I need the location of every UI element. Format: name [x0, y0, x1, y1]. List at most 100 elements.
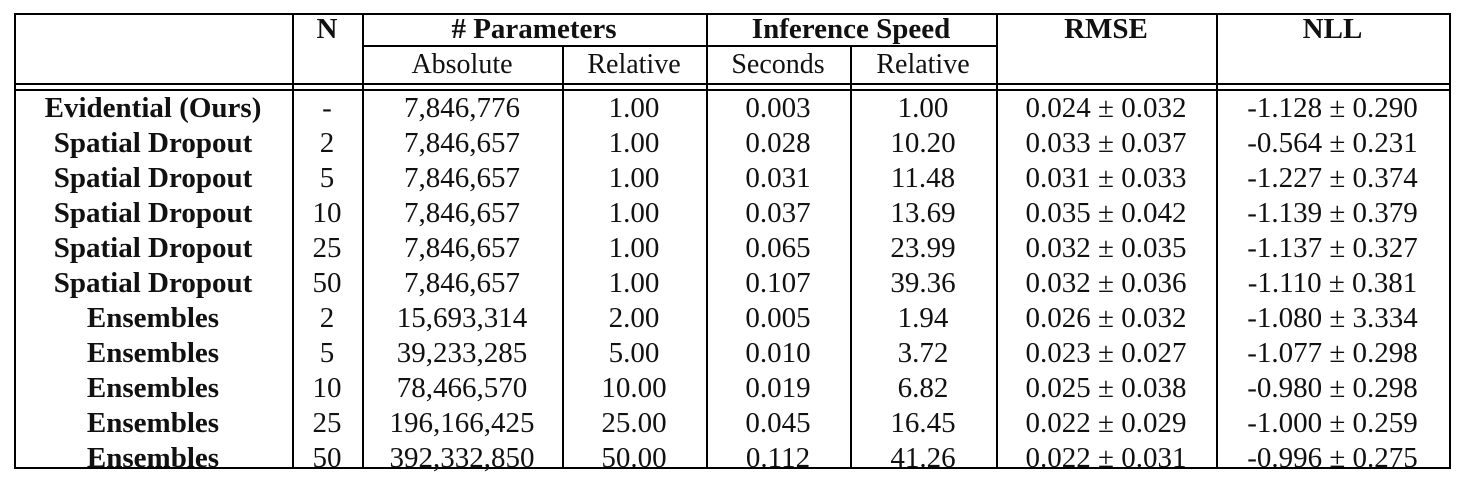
cell-speed-relative: 10.20	[890, 127, 956, 159]
cell-n: 25	[312, 407, 342, 439]
header-rmse: RMSE	[1064, 12, 1148, 45]
cell-seconds: 0.107	[745, 267, 811, 299]
cell-speed-relative: 11.48	[890, 162, 956, 194]
cell-method: Ensembles	[86, 407, 220, 439]
cell-speed-relative: 13.69	[890, 197, 956, 229]
cell-params-relative: 1.00	[608, 162, 660, 194]
cell-seconds: 0.065	[745, 232, 811, 264]
cell-method: Spatial Dropout	[53, 197, 253, 229]
cell-method: Ensembles	[86, 372, 220, 404]
subheader-relative-speed: Relative	[876, 48, 970, 80]
cell-nll: -0.996 ± 0.275	[1247, 442, 1418, 474]
cell-params-absolute: 15,693,314	[396, 302, 528, 334]
subheader-seconds: Seconds	[731, 48, 825, 80]
cell-params-absolute: 196,166,425	[389, 407, 535, 439]
cell-params-absolute: 78,466,570	[396, 372, 528, 404]
subheader-absolute: Absolute	[411, 48, 513, 80]
cell-method: Spatial Dropout	[53, 162, 253, 194]
cell-params-relative: 1.00	[608, 127, 660, 159]
cell-rmse: 0.025 ± 0.038	[1025, 372, 1187, 404]
rule-top	[14, 13, 1451, 15]
cell-speed-relative: 16.45	[890, 407, 956, 439]
cell-rmse: 0.023 ± 0.027	[1025, 337, 1187, 369]
rule-v-6	[996, 13, 998, 469]
cell-params-relative: 1.00	[608, 197, 660, 229]
cell-speed-relative: 6.82	[897, 372, 949, 404]
cell-params-absolute: 392,332,850	[389, 442, 535, 474]
header-inference-speed: Inference Speed	[751, 12, 951, 45]
cell-method: Ensembles	[86, 337, 220, 369]
caption-fragment	[0, 470, 1458, 484]
rule-v-5	[850, 45, 852, 469]
cell-method: Spatial Dropout	[53, 232, 253, 264]
cell-rmse: 0.031 ± 0.033	[1025, 162, 1187, 194]
cell-nll: -1.080 ± 3.334	[1247, 302, 1418, 334]
cell-params-absolute: 7,846,776	[404, 92, 520, 124]
cell-params-relative: 1.00	[608, 92, 660, 124]
rule-param-speed-group	[362, 45, 996, 47]
cell-params-relative: 1.00	[608, 267, 660, 299]
results-table: N # Parameters Inference Speed RMSE NLL …	[14, 12, 1451, 473]
cell-seconds: 0.005	[745, 302, 811, 334]
subheader-relative-params: Relative	[587, 48, 681, 80]
cell-speed-relative: 3.72	[897, 337, 949, 369]
cell-method: Ensembles	[86, 442, 220, 474]
cell-n: 50	[312, 267, 342, 299]
cell-method: Spatial Dropout	[53, 127, 253, 159]
cell-seconds: 0.045	[745, 407, 811, 439]
cell-seconds: 0.028	[745, 127, 811, 159]
cell-speed-relative: 1.00	[897, 92, 949, 124]
header-n: N	[316, 12, 338, 45]
cell-params-relative: 10.00	[601, 372, 667, 404]
rule-v-2	[362, 13, 364, 469]
cell-method: Spatial Dropout	[53, 267, 253, 299]
cell-seconds: 0.112	[745, 442, 811, 474]
cell-seconds: 0.037	[745, 197, 811, 229]
rule-header-bottom-1	[14, 83, 1451, 85]
cell-seconds: 0.019	[745, 372, 811, 404]
cell-speed-relative: 39.36	[890, 267, 956, 299]
rule-v-1	[292, 13, 294, 469]
cell-n: 5	[319, 162, 335, 194]
rule-v-left	[14, 13, 16, 469]
cell-params-absolute: 7,846,657	[404, 162, 520, 194]
cell-params-relative: 2.00	[608, 302, 660, 334]
cell-n: 2	[319, 127, 335, 159]
rule-header-bottom-2	[14, 89, 1451, 91]
cell-nll: -1.137 ± 0.327	[1247, 232, 1418, 264]
cell-nll: -1.110 ± 0.381	[1247, 267, 1418, 299]
rule-v-right	[1449, 13, 1451, 469]
rule-v-4	[706, 13, 708, 469]
cell-n: 25	[312, 232, 342, 264]
cell-nll: -1.227 ± 0.374	[1247, 162, 1418, 194]
cell-params-absolute: 7,846,657	[404, 267, 520, 299]
cell-n: 2	[319, 302, 335, 334]
cell-speed-relative: 23.99	[890, 232, 956, 264]
cell-nll: -1.077 ± 0.298	[1247, 337, 1418, 369]
rule-bottom	[14, 467, 1451, 469]
cell-params-relative: 1.00	[608, 232, 660, 264]
cell-rmse: 0.032 ± 0.036	[1025, 267, 1187, 299]
cell-params-absolute: 7,846,657	[404, 127, 520, 159]
cell-rmse: 0.026 ± 0.032	[1025, 302, 1187, 334]
cell-n: 10	[312, 197, 342, 229]
cell-nll: -1.000 ± 0.259	[1247, 407, 1418, 439]
cell-n: 10	[312, 372, 342, 404]
header-parameters: # Parameters	[451, 12, 617, 45]
cell-nll: -1.128 ± 0.290	[1247, 92, 1418, 124]
cell-n: 5	[319, 337, 335, 369]
rule-v-7	[1216, 13, 1218, 469]
cell-seconds: 0.010	[745, 337, 811, 369]
header-nll: NLL	[1302, 12, 1363, 45]
cell-rmse: 0.032 ± 0.035	[1025, 232, 1187, 264]
rule-v-3	[562, 45, 564, 469]
cell-params-absolute: 7,846,657	[404, 232, 520, 264]
cell-rmse: 0.024 ± 0.032	[1025, 92, 1187, 124]
cell-method: Evidential (Ours)	[44, 92, 262, 124]
cell-params-absolute: 7,846,657	[404, 197, 520, 229]
cell-params-relative: 5.00	[608, 337, 660, 369]
cell-method: Ensembles	[86, 302, 220, 334]
cell-n: -	[322, 92, 332, 124]
cell-params-absolute: 39,233,285	[396, 337, 528, 369]
cell-rmse: 0.022 ± 0.029	[1025, 407, 1187, 439]
